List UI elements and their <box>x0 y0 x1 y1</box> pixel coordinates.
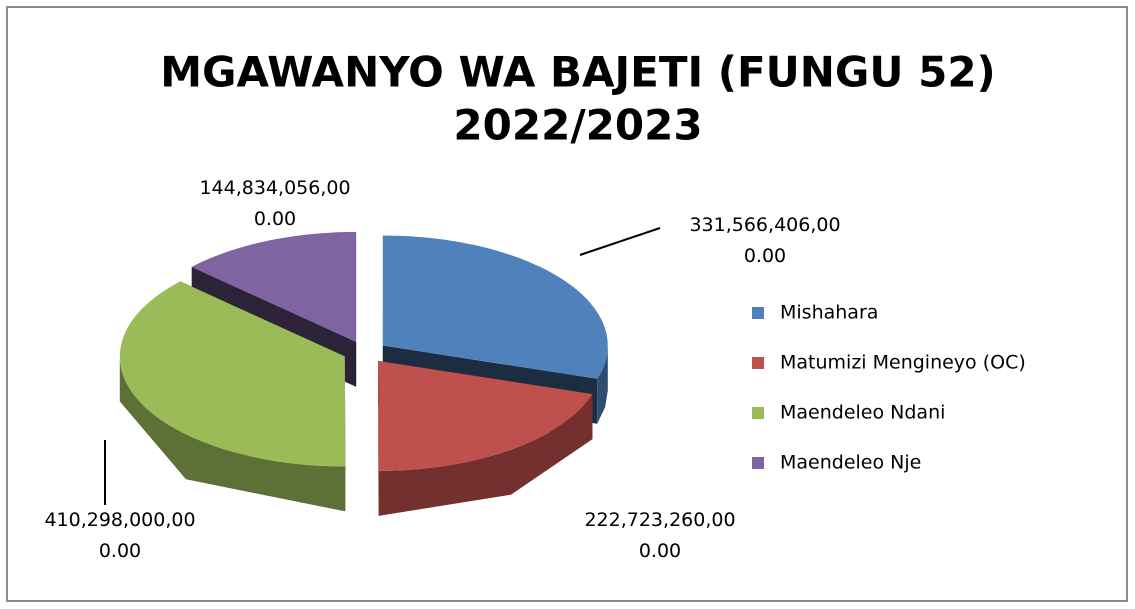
slice-top <box>119 281 346 467</box>
slice-wall <box>378 360 379 516</box>
slice-top <box>382 235 608 379</box>
legend: Mishahara Matumizi Mengineyo (OC) Maendele… <box>752 302 1026 474</box>
slice-side <box>119 356 346 512</box>
legend-swatch <box>752 407 764 419</box>
chart-title: MGAWANYO WA BAJETI (FUNGU 52) <box>160 48 996 97</box>
slice-side <box>597 345 608 424</box>
data-label: 144,834,056,00 0.00 <box>199 177 350 230</box>
legend-swatch <box>752 307 764 319</box>
leader-line <box>579 227 661 256</box>
legend-label: Matumizi Mengineyo (OC) <box>780 352 1026 374</box>
slice-top <box>378 360 593 471</box>
legend-label: Mishahara <box>780 302 878 324</box>
chart-title: 2022/2023 <box>453 101 702 150</box>
slice-side <box>378 394 593 516</box>
data-label: 410,298,000,00 0.00 <box>44 509 195 562</box>
slice-top <box>191 231 357 342</box>
data-label: 222,723,260,00 0.00 <box>584 509 735 562</box>
legend-label: Maendeleo Ndani <box>780 402 945 424</box>
legend-swatch <box>752 457 764 469</box>
pie-slice <box>378 360 593 516</box>
legend-swatch <box>752 357 764 369</box>
pie <box>119 231 608 516</box>
legend-label: Maendeleo Nje <box>780 452 921 474</box>
data-label: 331,566,406,00 0.00 <box>689 214 840 267</box>
pie-slice <box>119 281 346 512</box>
